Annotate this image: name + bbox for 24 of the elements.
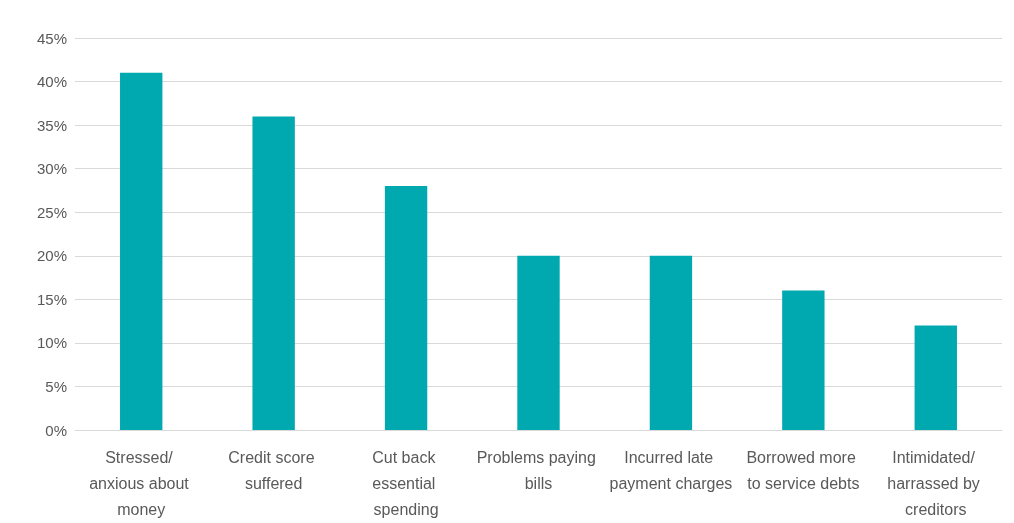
y-tick-label: 5% bbox=[45, 377, 67, 395]
x-tick-label: Credit score suffered bbox=[228, 448, 319, 492]
bar bbox=[782, 290, 825, 430]
y-tick-label: 20% bbox=[36, 247, 67, 265]
bar bbox=[914, 325, 957, 430]
x-tick-label: Cut back essential spending bbox=[372, 448, 440, 518]
y-tick-label: 30% bbox=[36, 160, 67, 178]
bar bbox=[517, 255, 560, 430]
x-tick-label: Borrowed more to service debts bbox=[746, 448, 861, 492]
bar bbox=[120, 72, 163, 430]
x-tick-label: Incurred late payment charges bbox=[609, 448, 733, 492]
y-tick-label: 45% bbox=[36, 29, 67, 47]
x-tick-label: Problems paying bills bbox=[476, 448, 601, 492]
x-tick-label: Stressed/ anxious about money bbox=[89, 448, 194, 518]
y-tick-label: 15% bbox=[36, 290, 67, 308]
bar bbox=[384, 186, 428, 430]
x-tick-label: Intimidated/ harrassed by creditors bbox=[887, 448, 985, 518]
y-tick-label: 0% bbox=[45, 421, 67, 439]
y-tick-label: 25% bbox=[36, 203, 67, 221]
bar bbox=[252, 116, 295, 430]
y-tick-label: 35% bbox=[36, 116, 67, 134]
y-tick-label: 40% bbox=[36, 73, 67, 91]
y-tick-label: 10% bbox=[36, 334, 67, 352]
bar bbox=[649, 255, 693, 430]
